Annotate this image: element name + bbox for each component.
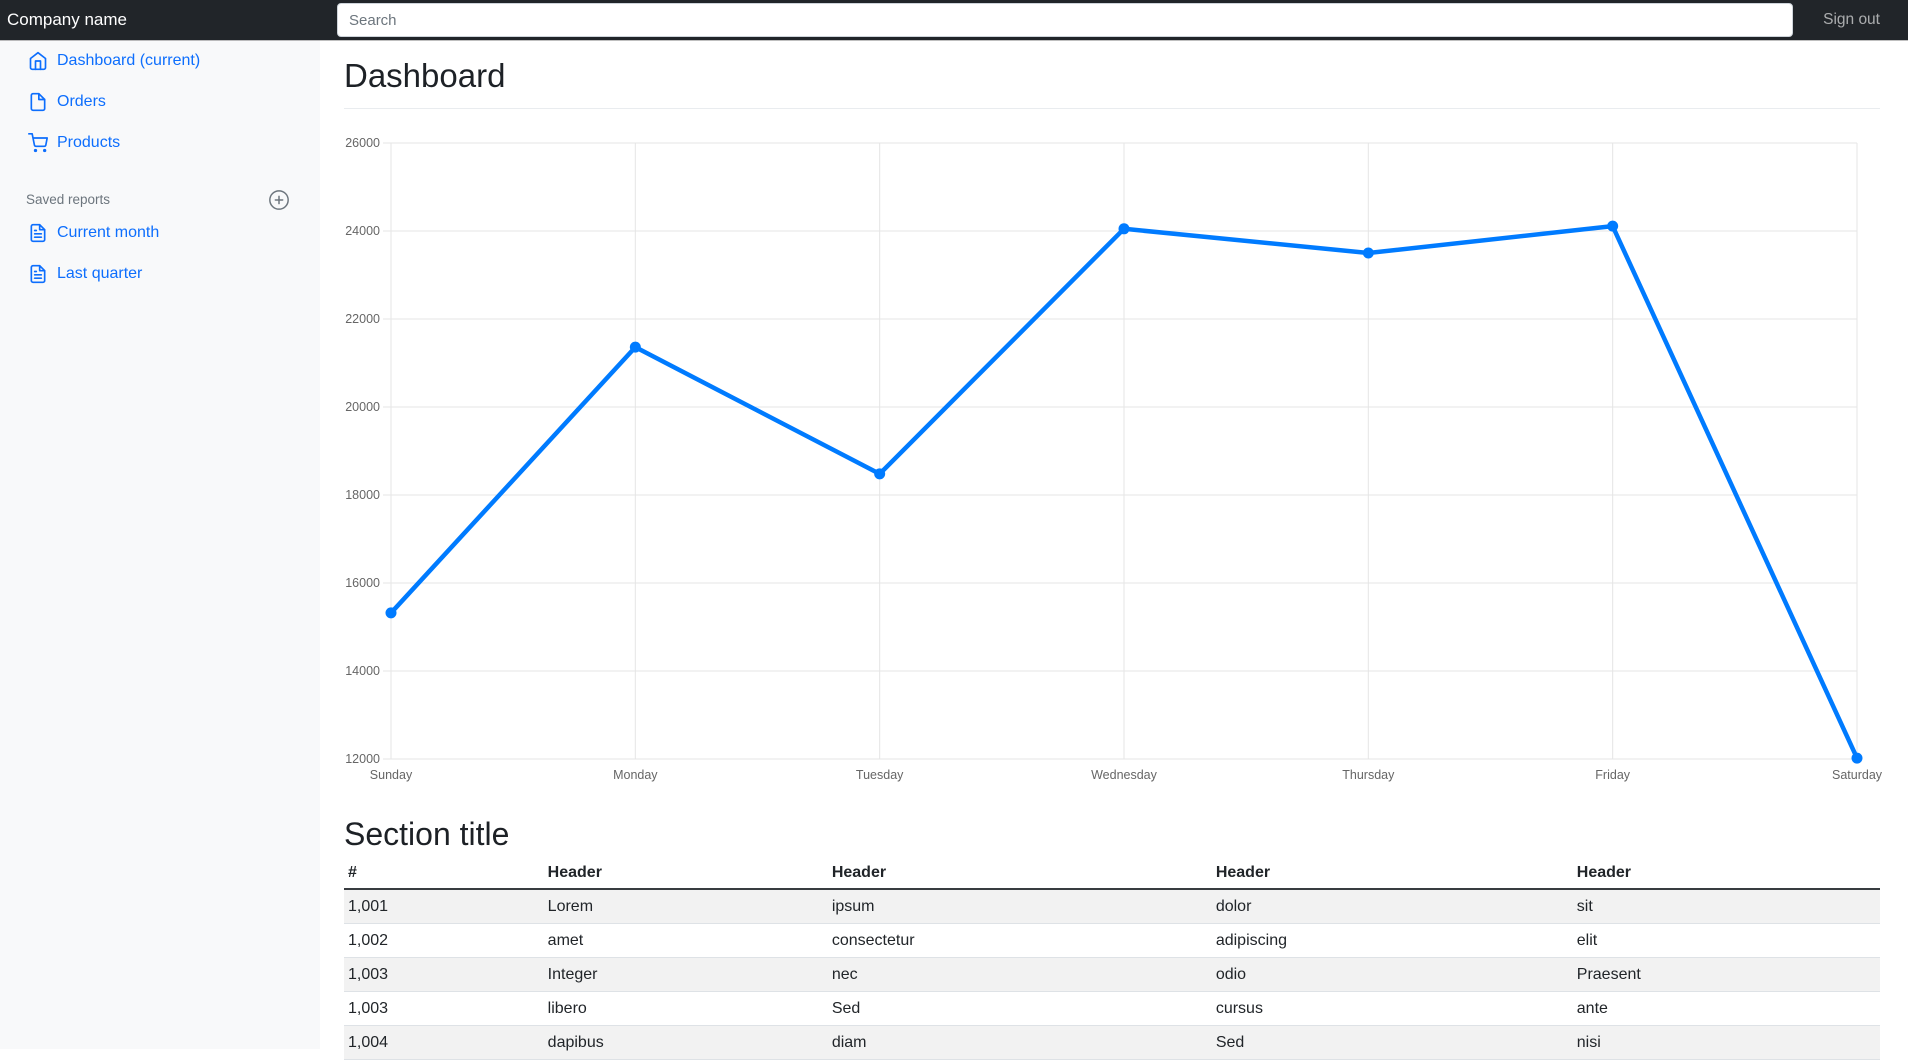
table-header-row: # Header Header Header Header [344, 860, 1880, 890]
report-item-last-quarter: Last quarter [0, 253, 320, 294]
table-cell: ipsum [827, 888, 1212, 924]
data-point [1851, 752, 1863, 764]
top-navbar: Company name Sign out [0, 0, 1908, 40]
add-report-button[interactable] [268, 189, 290, 211]
report-item-label: Current month [57, 223, 160, 241]
table-cell: dolor [1211, 888, 1573, 924]
table-cell: elit [1572, 923, 1880, 958]
sidebar-item-orders: Orders [0, 81, 320, 122]
table-cell: amet [543, 923, 828, 958]
table-cell: adipiscing [1211, 923, 1573, 958]
saved-reports-list: Current month Last quarter [0, 212, 320, 294]
sidebar-link-products[interactable]: Products [0, 122, 320, 163]
section-title: Section title [344, 815, 510, 852]
table-cell: Lorem [543, 888, 828, 924]
report-link-last-quarter[interactable]: Last quarter [0, 253, 320, 294]
sidebar: Dashboard (current) Orders Products Save… [0, 40, 320, 1049]
table-row: 1,004 dapibus diam Sed nisi [344, 1025, 1880, 1060]
data-point [629, 341, 641, 353]
table-cell: Sed [1211, 1025, 1573, 1060]
table-cell: consectetur [827, 923, 1212, 958]
svg-text:Saturday: Saturday [1832, 768, 1883, 782]
svg-text:Friday: Friday [1595, 768, 1630, 782]
table-row: 1,002 amet consectetur adipiscing elit [344, 923, 1880, 958]
data-table: # Header Header Header Header 1,001 Lorem… [344, 860, 1880, 1060]
sidebar-item-products: Products [0, 122, 320, 163]
table-body: 1,001 Lorem ipsum dolor sit 1,002 amet consecte… [344, 888, 1880, 1060]
page-title: Dashboard [344, 56, 1880, 109]
sidebar-item-label: Dashboard (current) [57, 51, 201, 69]
search-input[interactable] [337, 3, 1794, 37]
table-cell: dapibus [543, 1025, 828, 1060]
data-point [385, 607, 397, 619]
sidebar-item-dashboard: Dashboard (current) [0, 40, 320, 81]
sidebar-item-label: Products [57, 133, 121, 151]
table-cell: diam [827, 1025, 1212, 1060]
shopping-cart-icon [28, 132, 48, 153]
brand[interactable]: Company name [7, 10, 128, 29]
data-point [1607, 220, 1619, 232]
table-row: 1,003 libero Sed cursus ante [344, 991, 1880, 1026]
sidebar-item-label: Orders [57, 92, 106, 110]
table-cell: Sed [827, 991, 1212, 1026]
line-chart: 12000 14000 16000 18000 20000 22000 24000 26000… [345, 136, 1883, 782]
data-point [874, 467, 886, 479]
table-header-cell: Header [1211, 860, 1573, 890]
svg-text:24000: 24000 [345, 224, 380, 238]
table-cell: libero [543, 991, 828, 1026]
table-cell: Praesent [1572, 957, 1880, 992]
table-cell: Integer [543, 957, 828, 992]
home-icon [28, 51, 48, 71]
file-icon [28, 92, 48, 112]
table-cell: ante [1572, 991, 1880, 1026]
svg-text:Monday: Monday [613, 768, 658, 782]
svg-text:Wednesday: Wednesday [1091, 768, 1158, 782]
file-text-icon [28, 264, 48, 284]
table-cell: sit [1572, 888, 1880, 924]
table-cell: 1,004 [344, 1025, 544, 1060]
svg-text:22000: 22000 [345, 312, 380, 326]
svg-text:14000: 14000 [345, 664, 380, 678]
sidebar-nav: Dashboard (current) Orders Products [0, 40, 320, 163]
sidebar-link-dashboard[interactable]: Dashboard (current) [0, 40, 320, 81]
plus-circle-icon [268, 189, 290, 211]
table-header-cell: Header [543, 860, 828, 890]
svg-text:16000: 16000 [345, 576, 380, 590]
svg-text:Tuesday: Tuesday [856, 768, 904, 782]
line-chart-container: 12000 14000 16000 18000 20000 22000 24000 26000… [344, 119, 1883, 791]
table-cell: 1,002 [344, 923, 544, 958]
svg-text:26000: 26000 [345, 136, 380, 150]
table-row: 1,001 Lorem ipsum dolor sit [344, 888, 1880, 924]
saved-reports-heading: Saved reports [0, 187, 320, 212]
table-cell: cursus [1211, 991, 1573, 1026]
file-text-icon [28, 223, 48, 243]
saved-reports-label: Saved reports [26, 192, 111, 207]
main-content: Dashboard 12000 14000 16000 18000 20000 22000… [320, 40, 1908, 1060]
svg-text:Sunday: Sunday [370, 768, 413, 782]
table-cell: 1,003 [344, 991, 544, 1026]
table-cell: 1,003 [344, 957, 544, 992]
report-item-label: Last quarter [57, 264, 143, 282]
table-header-cell: Header [1572, 860, 1880, 890]
svg-text:12000: 12000 [345, 752, 380, 766]
data-point [1362, 247, 1374, 259]
table-row: 1,003 Integer nec odio Praesent [344, 957, 1880, 992]
svg-text:18000: 18000 [345, 488, 380, 502]
report-item-current-month: Current month [0, 212, 320, 253]
table-cell: odio [1211, 957, 1573, 992]
sign-out-link[interactable]: Sign out [1823, 11, 1880, 28]
table-header-cell: Header [827, 860, 1212, 890]
svg-text:20000: 20000 [345, 400, 380, 414]
table-header-cell: # [344, 860, 544, 890]
sidebar-link-orders[interactable]: Orders [0, 81, 320, 122]
report-link-current-month[interactable]: Current month [0, 212, 320, 253]
table-cell: 1,001 [344, 888, 544, 924]
table-cell: nisi [1572, 1025, 1880, 1060]
data-point [1118, 222, 1130, 234]
table-cell: nec [827, 957, 1212, 992]
svg-text:Thursday: Thursday [1342, 768, 1395, 782]
table-head: # Header Header Header Header [344, 860, 1880, 890]
